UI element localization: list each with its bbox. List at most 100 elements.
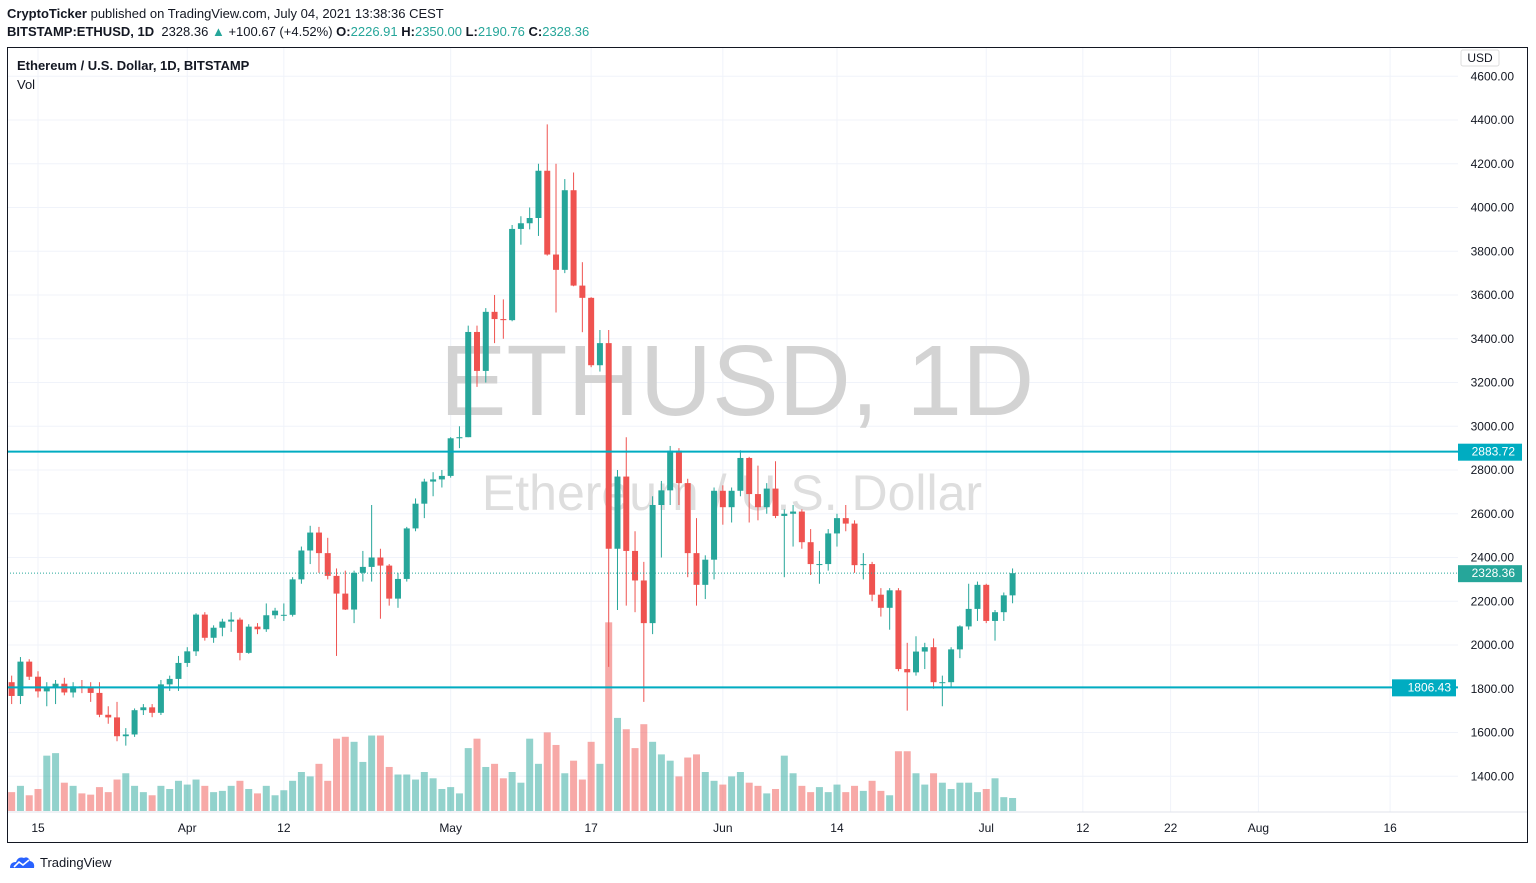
volume-bar	[842, 792, 850, 811]
candle-body	[904, 669, 911, 673]
candle-body	[746, 457, 753, 495]
volume-bar	[297, 772, 305, 811]
symbol-name: BITSTAMP:ETHUSD, 1D	[7, 24, 155, 39]
time-tick-label: Jun	[713, 821, 732, 835]
volume-bar	[16, 785, 24, 811]
volume-bar	[148, 795, 156, 811]
volume-bar	[210, 792, 218, 811]
price-change: +100.67 (+4.52%)	[228, 24, 333, 39]
candle-body	[605, 343, 612, 549]
volume-bar	[772, 788, 780, 811]
currency-button[interactable]	[1460, 49, 1500, 67]
volume-bar	[192, 779, 200, 811]
candle-body	[807, 542, 814, 565]
candle-body	[272, 610, 279, 616]
horizontal-lines[interactable]	[7, 450, 1458, 689]
volume-bar	[693, 754, 700, 811]
volume-bar	[956, 782, 964, 811]
volume-bar	[815, 787, 823, 811]
time-axis[interactable]: 15 Apr 12 May 17 Jun 14 Jul 12 22 Aug 16	[31, 821, 1397, 835]
price-tick-label: 4200.00	[1471, 157, 1515, 171]
candle-body	[280, 614, 287, 616]
high-value: 2350.00	[414, 24, 462, 39]
candle-body	[948, 649, 955, 683]
price-tick-label: 2200.00	[1471, 594, 1515, 608]
volume-bar	[43, 755, 51, 811]
candle-body	[877, 594, 884, 608]
volume-bar	[166, 788, 174, 811]
volume-bar	[52, 753, 60, 811]
tradingview-logo[interactable]: TradingView	[8, 854, 112, 870]
candle-body	[588, 297, 595, 366]
candle-body	[131, 710, 138, 735]
publish-info: CryptoTicker published on TradingView.co…	[7, 6, 444, 21]
volume-bar	[982, 788, 990, 811]
candle-body	[921, 647, 928, 652]
candle-body	[930, 647, 937, 683]
candle-body	[711, 490, 718, 560]
volume-bar	[824, 792, 832, 811]
candle-body	[860, 564, 867, 566]
candle-body	[70, 686, 77, 693]
candle-body	[394, 578, 401, 599]
price-tick-label: 2600.00	[1471, 507, 1515, 521]
volume-bar	[552, 744, 560, 811]
candle-body	[122, 734, 129, 737]
volume-bar	[473, 738, 481, 811]
candle-body	[377, 557, 384, 566]
volume-bar	[807, 792, 815, 811]
candle-body	[544, 170, 551, 255]
candle-body	[816, 564, 823, 566]
candle-body	[781, 513, 788, 516]
volume-bar	[122, 773, 130, 811]
time-tick-label: Aug	[1248, 821, 1269, 835]
candle-series	[8, 124, 1016, 746]
candle-body	[825, 533, 832, 565]
volume-bar	[912, 773, 920, 811]
volume-bar	[464, 748, 472, 811]
candle-body	[579, 285, 586, 298]
candle-body	[87, 687, 94, 693]
currency-label: USD	[1467, 51, 1493, 65]
price-axis[interactable]	[1458, 48, 1528, 812]
candle-body	[509, 228, 516, 321]
volume-bar	[499, 778, 507, 811]
volume-bar	[973, 792, 981, 811]
candle-body	[790, 511, 797, 514]
price-tick-label: 2800.00	[1471, 463, 1515, 477]
volume-bar	[394, 774, 402, 811]
candle-body	[447, 438, 454, 476]
candle-body	[474, 331, 480, 371]
time-tick-label: 15	[31, 821, 45, 835]
candle-body	[614, 476, 621, 549]
volume-bar	[701, 772, 709, 811]
price-tick-label: 3800.00	[1471, 244, 1515, 258]
open-label: O:	[336, 24, 351, 39]
candle-body	[956, 626, 963, 650]
last-price: 2328.36	[161, 24, 209, 39]
volume-bar	[183, 784, 191, 811]
candle-body	[649, 505, 656, 624]
volume-bar	[534, 763, 542, 811]
candle-body	[561, 190, 568, 270]
volume-bar	[324, 780, 332, 811]
horizontal-line-label: 2883.72	[1472, 445, 1516, 459]
volume-bar	[833, 784, 841, 811]
volume-bar	[78, 793, 86, 811]
candle-body	[184, 651, 191, 663]
volume-bar	[938, 782, 946, 811]
volume-bar	[798, 785, 806, 811]
candle-body	[763, 488, 770, 508]
volume-bar	[719, 784, 727, 811]
volume-bar	[640, 724, 648, 811]
volume-bar	[429, 778, 437, 811]
candle-body	[675, 450, 682, 484]
candle-body	[833, 518, 840, 534]
candle-body	[140, 707, 147, 711]
close-label: C:	[528, 24, 543, 39]
candle-body	[895, 590, 902, 670]
candle-body	[228, 619, 235, 622]
candle-body	[254, 626, 261, 630]
candle-body	[26, 661, 33, 677]
